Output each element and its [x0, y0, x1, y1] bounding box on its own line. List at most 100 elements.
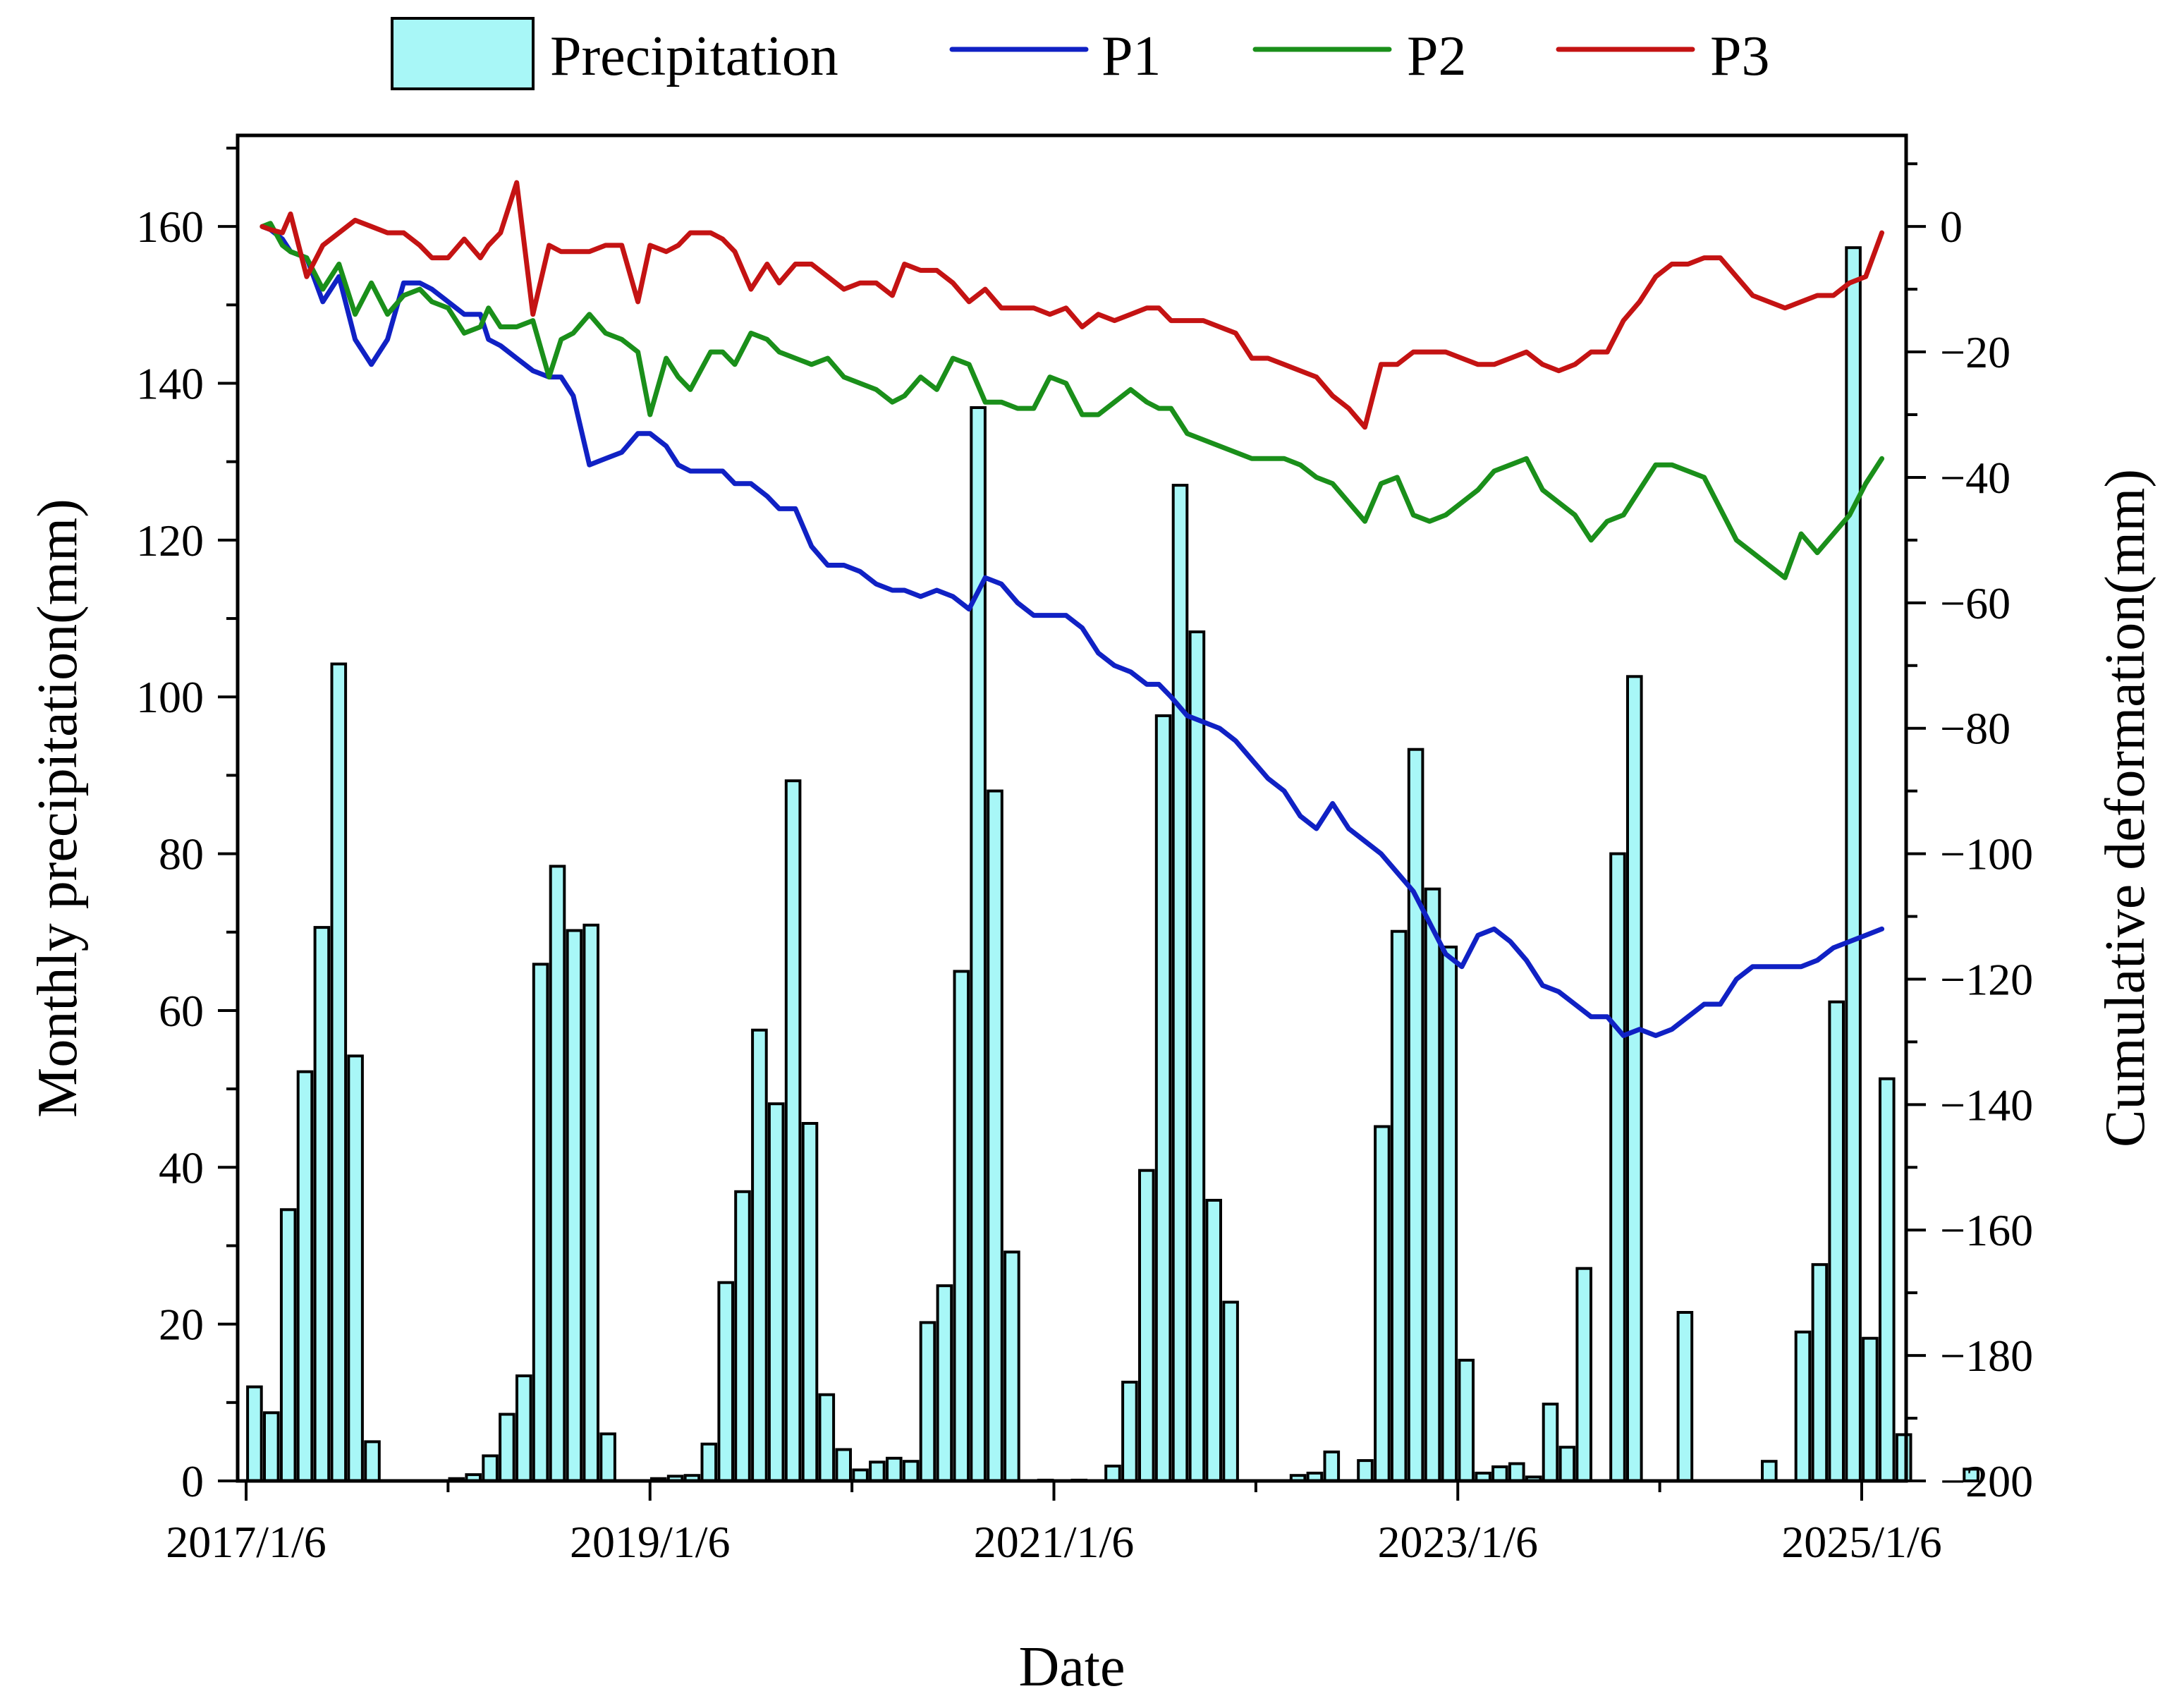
- y-left-tick-label: 160: [136, 202, 204, 252]
- precipitation-bar: [919, 1321, 936, 1483]
- precipitation-bar: [1121, 1380, 1138, 1483]
- precipitation-bar: [1963, 1468, 1979, 1483]
- precipitation-bar: [953, 970, 970, 1482]
- precipitation-bar: [313, 926, 331, 1482]
- x-axis-title: Date: [1018, 1636, 1125, 1698]
- legend-p2-label: P2: [1407, 25, 1467, 87]
- y-left-tick-label: 100: [136, 672, 204, 722]
- y-axis-left: 0 20 40 60 80 100 120 140 160: [136, 147, 238, 1506]
- y-axis-right: 0 −20 −40 −60 −80 −100 −120 −140 −160 −180 −200: [1906, 162, 2033, 1506]
- y-right-tick-label: −200: [1940, 1456, 2033, 1506]
- y-right-tick-label: −180: [1940, 1331, 2033, 1381]
- precipitation-bar: [886, 1456, 903, 1483]
- y-right-tick-label: −40: [1940, 453, 2010, 503]
- precipitation-bar: [1811, 1263, 1829, 1482]
- precipitation-bar: [902, 1460, 920, 1482]
- y-right-tick-label: −60: [1940, 578, 2010, 628]
- precipitation-bar: [515, 1374, 532, 1482]
- precipitation-bar: [1205, 1199, 1223, 1482]
- precipitation-bar: [1845, 246, 1862, 1483]
- precipitation-bar: [869, 1460, 886, 1483]
- precipitation-bar: [1879, 1077, 1896, 1482]
- y-right-tick-label: −120: [1940, 954, 2033, 1004]
- precipitation-bar: [1862, 1336, 1879, 1482]
- precipitation-bar: [767, 1102, 785, 1482]
- precipitation-bar: [1761, 1460, 1778, 1482]
- precipitation-bar: [1407, 748, 1424, 1482]
- precipitation-bar: [970, 406, 987, 1482]
- precipitation-bar: [364, 1440, 381, 1483]
- precipitation-bar: [1626, 675, 1643, 1482]
- y-right-tick-label: 0: [1940, 202, 1963, 252]
- precipitation-bar: [549, 865, 566, 1482]
- y-right-tick-label: −160: [1940, 1205, 2033, 1255]
- precipitation-bar: [582, 923, 600, 1483]
- plot-frame: [236, 133, 1908, 1483]
- precipitation-bar: [347, 1054, 364, 1482]
- precipitation-bar: [1895, 1433, 1912, 1483]
- y-axis-right-title: Cumulative deformation(mm): [2094, 469, 2156, 1147]
- precipitation-bar: [784, 779, 802, 1482]
- y-left-tick-label: 0: [181, 1456, 204, 1506]
- y-left-tick-label: 40: [159, 1142, 204, 1192]
- x-tick-label: 2025/1/6: [1781, 1517, 1942, 1567]
- precipitation-bar: [1794, 1330, 1812, 1483]
- y-right-tick-label: −100: [1940, 829, 2033, 879]
- precipitation-bar: [1357, 1459, 1374, 1483]
- y-left-tick-label: 120: [136, 516, 204, 566]
- precipitation-bar: [801, 1122, 819, 1482]
- precipitation-bar: [330, 662, 348, 1482]
- precipitation-bar: [1424, 887, 1441, 1482]
- precipitation-bar: [1542, 1403, 1559, 1482]
- y-left-tick-label: 20: [159, 1300, 204, 1350]
- y-left-tick-label: 80: [159, 829, 204, 879]
- precipitation-bar: [1676, 1311, 1694, 1482]
- precipitation-bar: [936, 1284, 953, 1482]
- precipitation-bar: [263, 1411, 280, 1483]
- y-left-tick-label: 60: [159, 986, 204, 1036]
- precipitation-bar: [1222, 1300, 1239, 1482]
- precipitation-bar: [1609, 852, 1626, 1482]
- series-p3-line: [260, 180, 1885, 430]
- precipitation-bar: [1104, 1464, 1121, 1482]
- x-tick-label: 2019/1/6: [570, 1517, 731, 1567]
- y-left-tick-label: 140: [136, 359, 204, 409]
- precipitation-bar: [1508, 1462, 1525, 1482]
- precipitation-bar: [751, 1028, 768, 1482]
- precipitation-bar: [1188, 630, 1206, 1482]
- precipitation-bar: [987, 789, 1003, 1482]
- precipitation-bar: [835, 1448, 853, 1482]
- x-tick-label: 2023/1/6: [1377, 1517, 1538, 1567]
- precipitation-bar: [700, 1442, 718, 1482]
- precipitation-bar: [1491, 1465, 1508, 1482]
- y-axis-left-title: Monthly precipitation(mm): [27, 499, 89, 1118]
- precipitation-bar: [1458, 1358, 1475, 1483]
- y-right-tick-label: −20: [1940, 327, 2010, 377]
- legend-precipitation-swatch: [391, 17, 535, 90]
- series-p2-line: [260, 221, 1885, 580]
- legend-precipitation-label: Precipitation: [550, 25, 838, 87]
- precipitation-bar: [246, 1385, 263, 1482]
- precipitation-bar: [1828, 1000, 1845, 1482]
- x-tick-label: 2021/1/6: [974, 1517, 1135, 1567]
- precipitation-bar: [1441, 945, 1458, 1482]
- deformation-lines: [260, 180, 1885, 1038]
- precipitation-bar: [1558, 1446, 1576, 1482]
- legend: Precipitation P1 P2 P3: [391, 17, 1770, 90]
- precipitation-bar: [499, 1413, 515, 1482]
- precipitation-bars: [246, 246, 1979, 1483]
- precipitation-bar: [1390, 929, 1408, 1482]
- precipitation-bar: [1003, 1250, 1020, 1483]
- x-tick-label: 2017/1/6: [166, 1517, 327, 1567]
- precipitation-bar: [818, 1393, 836, 1482]
- precipitation-bar: [717, 1281, 735, 1482]
- precipitation-bar: [1374, 1125, 1391, 1482]
- precipitation-bar: [296, 1070, 314, 1482]
- precipitation-bar: [734, 1190, 751, 1483]
- legend-p3-label: P3: [1710, 25, 1770, 87]
- precipitation-bar: [482, 1454, 499, 1482]
- y-right-tick-label: −140: [1940, 1080, 2033, 1130]
- precipitation-bar: [1323, 1450, 1341, 1482]
- precipitation-bar: [599, 1432, 616, 1483]
- x-axis: 2017/1/6 2019/1/6 2021/1/6 2023/1/6 2025/1/6: [166, 1481, 1942, 1567]
